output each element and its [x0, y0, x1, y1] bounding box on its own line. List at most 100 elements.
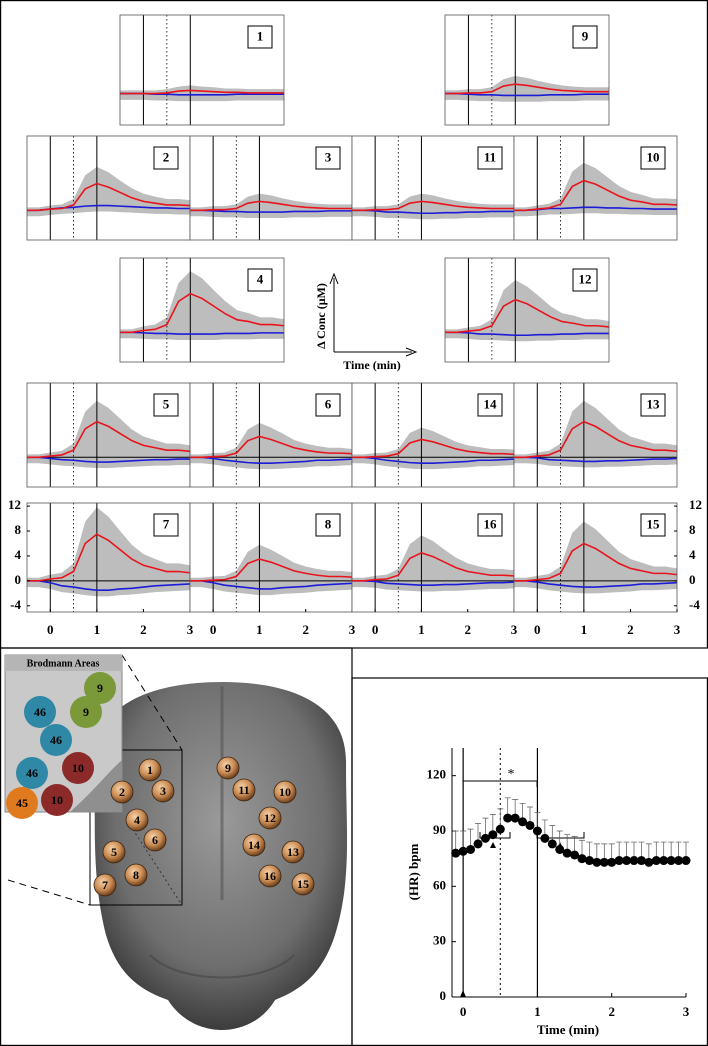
y-tick-label: 120	[427, 767, 447, 782]
data-point	[480, 833, 490, 843]
panel-label-box	[640, 393, 666, 417]
data-point	[570, 850, 580, 860]
channel-marker	[138, 758, 162, 782]
series-line	[120, 89, 284, 95]
panel-label: 14	[484, 396, 498, 411]
x-tick-label: 3	[674, 622, 681, 637]
arrowhead	[329, 272, 339, 285]
channel-label: 10	[279, 785, 291, 799]
data-point	[510, 813, 520, 823]
data-point	[674, 856, 684, 866]
panel-border	[513, 135, 678, 241]
panel-label: 4	[257, 271, 264, 286]
y-tick-label: 8	[689, 522, 696, 537]
y-tick-label: 4	[689, 547, 696, 562]
panel-label-box	[572, 268, 598, 292]
x-tick-label: 2	[608, 1004, 615, 1019]
brodmann-area	[84, 672, 116, 704]
channel-marker	[216, 756, 240, 780]
data-point	[555, 844, 565, 854]
data-point	[659, 856, 669, 866]
series-line	[514, 179, 678, 212]
sd-band	[445, 279, 609, 342]
channel-marker	[291, 872, 315, 896]
series-line	[352, 209, 514, 215]
channel-marker	[242, 833, 266, 857]
zoom-line	[121, 654, 183, 751]
sd-band	[120, 271, 284, 341]
channel-marker	[93, 873, 117, 897]
data-point	[629, 856, 639, 866]
x-tick-label: 1	[534, 1004, 541, 1019]
panel-border	[513, 502, 678, 613]
panel-label-box	[477, 146, 503, 170]
panel-label: 16	[484, 516, 498, 531]
panel-border	[444, 14, 610, 126]
x-tick-label: 1	[256, 622, 263, 637]
channel-label: 12	[264, 811, 276, 825]
inset-title: Brodmann Areas	[27, 658, 100, 669]
brain-contour	[149, 954, 295, 979]
channel-label: 8	[133, 868, 139, 882]
panel-label: 7	[163, 516, 170, 531]
series-line	[352, 200, 514, 212]
y-tick-label: 90	[433, 822, 446, 837]
sd-band	[514, 162, 677, 217]
x-tick-label: 3	[683, 1004, 690, 1019]
data-point	[666, 856, 676, 866]
series-line	[352, 580, 515, 587]
dotted-guide	[129, 824, 183, 906]
series-line	[445, 83, 609, 95]
data-point	[622, 856, 632, 866]
panel-label-box	[477, 393, 503, 417]
brodmann-area	[62, 752, 94, 784]
x-tick-label: 1	[94, 622, 101, 637]
series-line	[190, 209, 352, 213]
data-point	[525, 820, 535, 830]
x-tick-label: 0	[372, 622, 379, 637]
brodmann-area	[6, 787, 38, 819]
sd-band	[27, 166, 190, 217]
panel-label: 15	[647, 516, 661, 531]
panel-label-box	[640, 513, 666, 537]
series-line	[27, 533, 191, 582]
series-line	[27, 456, 190, 463]
arrowhead	[405, 347, 418, 357]
series-line	[445, 92, 609, 97]
data-point	[451, 848, 461, 858]
sd-band	[352, 427, 514, 470]
series-line	[190, 200, 352, 212]
data-point	[681, 856, 691, 866]
panel-label-box	[247, 25, 273, 49]
brodmann-area	[16, 757, 48, 789]
y-tick-label: -4	[10, 597, 21, 612]
data-point	[607, 857, 617, 867]
y-axis-label: (HR) bpm	[406, 843, 421, 900]
sd-band	[190, 544, 352, 596]
channel-marker	[102, 840, 126, 864]
data-point	[495, 824, 505, 834]
data-point	[644, 857, 654, 867]
brodmann-label: 46	[34, 705, 46, 719]
panel-label-box	[247, 268, 273, 292]
panel-label: 12	[579, 271, 592, 286]
channel-label: 4	[134, 813, 140, 827]
data-point	[614, 856, 624, 866]
y-tick-label: 60	[433, 877, 446, 892]
x-axis-label: Time (min)	[537, 1022, 599, 1037]
y-tick-label: -4	[689, 597, 700, 612]
inset-shade	[70, 760, 122, 812]
axis-inset: Δ Conc (μM) Time (min)	[314, 272, 418, 372]
frame-top	[0, 0, 708, 649]
data-point	[592, 857, 602, 867]
x-tick-label: 0	[47, 622, 54, 637]
channel-label: 5	[111, 845, 117, 859]
x-tick-label: 1	[581, 622, 588, 637]
series-line	[120, 331, 284, 335]
brodmann-area	[24, 696, 56, 728]
panel-label: 5	[163, 396, 170, 411]
zoom-line	[7, 879, 91, 906]
zoom-box	[89, 749, 183, 906]
x-tick-label: 2	[627, 622, 634, 637]
panel-label-box	[640, 146, 666, 170]
